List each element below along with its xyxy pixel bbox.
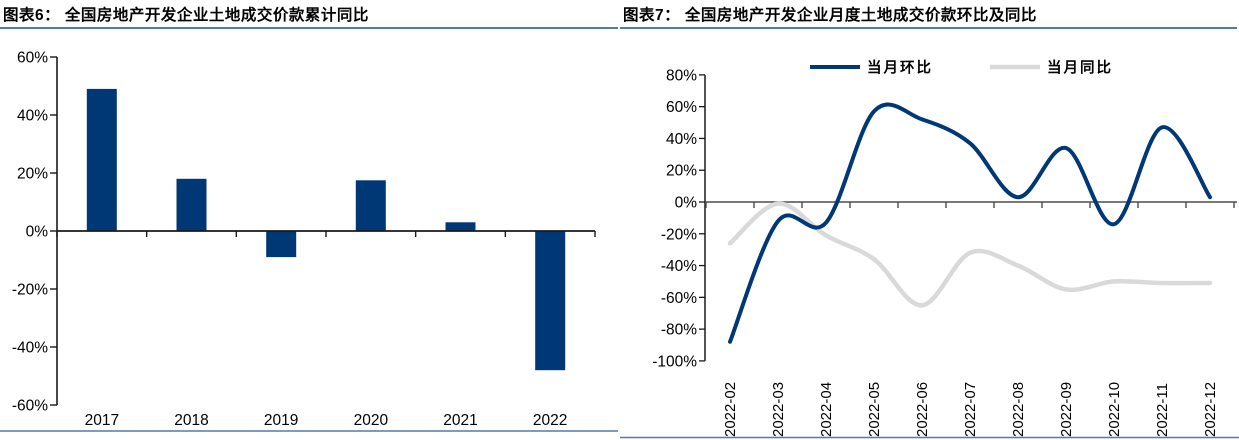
x-axis-month-label: 2022-08 xyxy=(1010,382,1027,437)
x-axis-month-label: 2022-04 xyxy=(818,382,835,437)
figure-6-panel: 图表6： 全国房地产开发企业土地成交价款累计同比 60% 40% 20% 0% -20%… xyxy=(0,7,618,432)
x-axis-month-label: 2022-07 xyxy=(962,382,979,437)
x-axis-category-label: 2022 xyxy=(533,412,567,429)
line-chart-monthly-mom-yoy: 当月环比 当月同比 80% 60% 40% 20% 0% -20% -40% -60% -80% -1… xyxy=(620,59,1239,439)
y-axis-tick-label: -20% xyxy=(661,226,697,243)
bar-2017 xyxy=(86,88,117,232)
y-axis-tick-label: 20% xyxy=(17,166,48,183)
x-axis-category-label: 2019 xyxy=(264,412,298,429)
bar-2020 xyxy=(355,180,386,232)
y-axis-tick-label: 0% xyxy=(26,224,49,241)
y-axis-tick-label: -80% xyxy=(661,322,697,339)
x-axis-month-label: 2022-03 xyxy=(770,382,787,437)
x-axis-category-label: 2018 xyxy=(174,412,208,429)
y-axis-tick-label: -20% xyxy=(12,282,48,299)
x-axis-category-label: 2021 xyxy=(443,412,477,429)
y-axis-tick-label: 80% xyxy=(666,67,697,84)
bar-chart-land-transaction-yoy: 60% 40% 20% 0% -20% -40% -60% 2017 2018 2019 2020 2… xyxy=(0,50,618,432)
figure-6-title-rule xyxy=(0,27,618,29)
y-axis-tick-label: 40% xyxy=(17,108,48,125)
y-axis-tick-label: 40% xyxy=(666,131,697,148)
bar-2019 xyxy=(266,231,297,258)
y-axis-tick-label: -40% xyxy=(661,258,697,275)
y-axis-tick-label: -60% xyxy=(12,398,48,415)
legend-label: 当月同比 xyxy=(1047,59,1113,77)
series-line-1 xyxy=(727,201,1213,308)
figure-7-panel: 图表7： 全国房地产开发企业月度土地成交价款环比及同比 当月环比 当月同比 80% 6… xyxy=(620,0,1239,440)
y-axis-tick-label: 0% xyxy=(675,195,698,212)
x-axis-month-label: 2022-05 xyxy=(866,382,883,437)
x-axis-month-label: 2022-06 xyxy=(914,382,931,437)
x-axis-category-label: 2020 xyxy=(354,412,389,429)
y-axis-tick-label: -40% xyxy=(12,340,48,357)
series-line-0 xyxy=(728,102,1212,344)
x-axis-month-label: 2022-12 xyxy=(1202,382,1219,437)
x-axis-month-label: 2022-02 xyxy=(722,382,739,437)
bar-2021 xyxy=(445,222,476,231)
x-axis-month-label: 2022-10 xyxy=(1106,382,1123,437)
figure-6-title: 图表6： 全国房地产开发企业土地成交价款累计同比 xyxy=(3,7,369,24)
figure-7-title-rule xyxy=(620,27,1237,29)
bar-2018 xyxy=(176,178,207,231)
x-axis-category-label: 2017 xyxy=(85,412,119,429)
legend-label: 当月环比 xyxy=(867,59,933,77)
y-axis-tick-label: -60% xyxy=(661,290,697,307)
x-axis-month-label: 2022-11 xyxy=(1154,383,1171,437)
figure-7-title: 图表7： 全国房地产开发企业月度土地成交价款环比及同比 xyxy=(623,7,1037,24)
y-axis-tick-label: 60% xyxy=(17,50,48,67)
y-axis-tick-label: -100% xyxy=(652,353,697,370)
y-axis-tick-label: 20% xyxy=(666,163,697,180)
x-axis-month-label: 2022-09 xyxy=(1058,382,1075,437)
bar-2022 xyxy=(535,231,566,371)
y-axis-tick-label: 60% xyxy=(666,99,697,116)
